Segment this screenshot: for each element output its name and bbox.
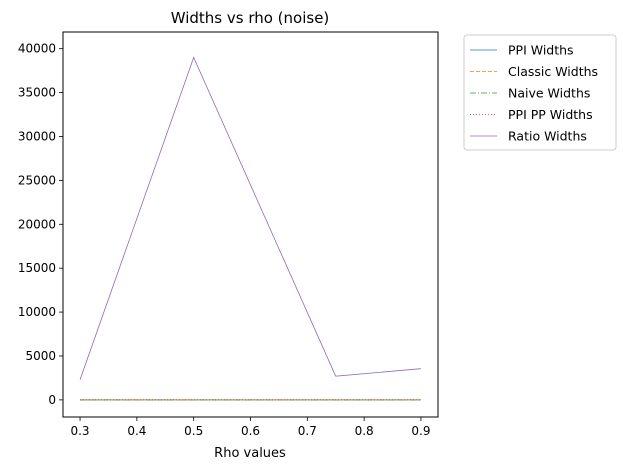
legend-label-1: Classic Widths <box>508 64 598 79</box>
x-tick-label: 0.5 <box>184 424 203 438</box>
y-tick-label: 5000 <box>25 349 56 363</box>
legend-label-0: PPI Widths <box>508 43 574 58</box>
series-line-4 <box>79 56 421 380</box>
y-tick-label: 25000 <box>18 173 56 187</box>
y-tick-label: 15000 <box>18 261 56 275</box>
x-axis-label: Rho values <box>214 446 286 461</box>
chart-title: Widths vs rho (noise) <box>171 9 330 27</box>
series-layer <box>79 56 421 401</box>
legend-label-4: Ratio Widths <box>508 129 587 144</box>
y-tick-label: 0 <box>48 393 56 407</box>
legend: PPI Widths Classic Widths Naive Widths PPI … <box>463 34 617 151</box>
y-axis: 0 5000 10000 15000 20000 25000 30000 35000 40000 <box>18 42 63 407</box>
plot-area <box>62 31 439 418</box>
x-tick-label: 0.6 <box>241 424 260 438</box>
x-tick-label: 0.7 <box>298 424 317 438</box>
legend-frame <box>463 34 617 151</box>
y-tick-label: 20000 <box>18 217 56 231</box>
x-axis: 0.3 0.4 0.5 0.6 0.7 0.8 0.9 <box>70 417 431 438</box>
legend-label-3: PPI PP Widths <box>508 107 593 122</box>
y-tick-label: 35000 <box>18 86 56 100</box>
x-tick-label: 0.9 <box>411 424 430 438</box>
x-tick-label: 0.4 <box>127 424 146 438</box>
y-tick-label: 40000 <box>18 42 56 56</box>
y-tick-label: 10000 <box>18 305 56 319</box>
legend-label-2: Naive Widths <box>508 86 590 101</box>
x-tick-label: 0.8 <box>355 424 374 438</box>
y-tick-label: 30000 <box>18 129 56 143</box>
x-tick-label: 0.3 <box>70 424 89 438</box>
